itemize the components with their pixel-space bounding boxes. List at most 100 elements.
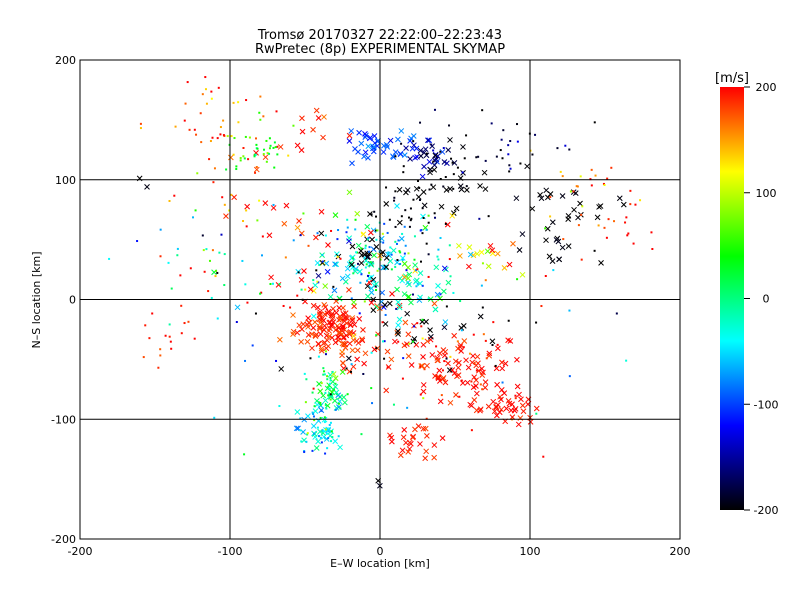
scatter-point-x [339,369,346,375]
scatter-point-dot [219,133,222,136]
scatter-point-dot [593,249,596,252]
scatter-point-dot [607,218,610,221]
scatter-point-x [326,327,332,334]
scatter-point-x [426,158,433,165]
scatter-point-dot [329,376,332,379]
y-tick-label: 200 [55,54,76,67]
scatter-point-dot [409,207,412,210]
scatter-point-dot [629,203,632,206]
scatter-point-x [395,322,402,328]
scatter-point-x [315,341,322,348]
scatter-point-x [449,212,456,219]
scatter-point-x [383,142,390,148]
scatter-point-x [371,143,377,150]
scatter-point-dot [200,141,203,144]
scatter-point-x [313,107,320,114]
scatter-point-dot [496,343,499,346]
scatter-point-x [369,236,375,243]
scatter-point-x [305,324,311,330]
scatter-point-x [329,334,335,341]
scatter-point-dot [194,209,197,212]
scatter-point-dot [329,421,332,424]
scatter-point-dot [613,220,616,223]
scatter-point-x [366,135,373,142]
scatter-point-dot [345,367,348,370]
scatter-point-dot [413,258,416,261]
scatter-point-x [332,438,339,445]
scatter-point-dot [540,305,543,308]
scatter-point-x [411,142,417,149]
scatter-point-dot [507,319,510,322]
scatter-point-dot [491,343,494,346]
scatter-point-dot [487,215,490,218]
scatter-point-dot [460,329,463,332]
scatter-point-dot [425,242,428,245]
scatter-point-x [441,265,448,272]
scatter-point-dot [470,380,473,383]
scatter-point-dot [430,183,433,186]
scatter-point-x [434,291,441,298]
scatter-point-dot [367,274,370,277]
scatter-point-x [464,379,471,386]
scatter-point-dot [651,247,654,250]
scatter-point-x [434,355,441,361]
scatter-point-dot [508,170,511,173]
scatter-point-dot [322,373,325,376]
scatter-point-dot [576,185,579,188]
scatter-point-x [368,229,374,236]
scatter-point-dot [205,248,208,251]
scatter-point-x [499,359,505,366]
scatter-point-x [501,265,508,271]
scatter-point-dot [222,119,225,122]
scatter-point-dot [419,260,422,263]
scatter-point-dot [516,140,519,143]
scatter-point-dot [284,256,287,259]
scatter-point-x [333,309,340,316]
scatter-point-x [421,202,428,209]
scatter-point-x [474,353,481,360]
scatter-point-dot [450,157,453,160]
scatter-point-x [594,214,601,221]
scatter-point-dot [363,256,366,259]
scatter-point-x [455,364,462,371]
scatter-point-dot [193,337,196,340]
scatter-point-dot [422,216,425,219]
scatter-point-dot [364,266,367,269]
scatter-point-x [494,381,500,388]
scatter-point-dot [208,158,211,161]
scatter-point-dot [174,125,177,128]
scatter-point-x [451,160,458,166]
scatter-point-dot [176,247,179,250]
scatter-point-x [365,293,371,300]
scatter-point-dot [519,162,522,165]
scatter-point-x [449,367,456,373]
scatter-point-dot [196,172,199,175]
scatter-point-dot [415,269,418,272]
scatter-point-dot [210,90,213,93]
scatter-point-x [346,189,353,196]
scatter-point-dot [324,404,327,407]
scatter-point-dot [408,225,411,228]
scatter-point-dot [350,363,353,366]
scatter-point-dot [481,388,484,391]
scatter-point-x [408,135,414,142]
scatter-point-x [277,144,284,150]
scatter-point-dot [262,153,265,156]
scatter-point-x [374,345,381,352]
scatter-point-dot [375,347,378,350]
scatter-point-dot [427,221,430,224]
scatter-point-dot [183,119,186,122]
scatter-point-dot [216,137,219,140]
scatter-point-x [340,360,346,366]
scatter-point-x [349,347,356,354]
scatter-point-dot [311,449,314,452]
scatter-point-x [437,398,444,405]
scatter-point-dot [382,241,385,244]
scatter-point-x [313,445,320,451]
scatter-point-x [431,300,438,307]
scatter-point-x [533,405,540,412]
scatter-point-x [305,315,311,321]
scatter-point-dot [427,253,430,256]
scatter-point-x [489,247,496,254]
scatter-point-dot [452,173,455,176]
